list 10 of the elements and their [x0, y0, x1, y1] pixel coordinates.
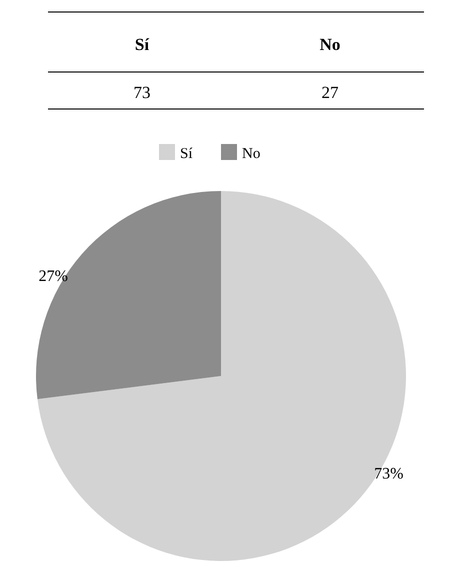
legend-label: No	[242, 146, 260, 162]
data-label: 73%	[374, 465, 404, 482]
category-label: No	[320, 35, 340, 54]
category-label: Sí	[134, 35, 150, 54]
pie-slice	[37, 191, 406, 561]
data-label: 27%	[38, 268, 68, 286]
legend-label: Sí	[180, 146, 194, 162]
text: 73	[134, 83, 150, 102]
text: 27	[322, 83, 339, 102]
pie-slice	[36, 191, 221, 400]
